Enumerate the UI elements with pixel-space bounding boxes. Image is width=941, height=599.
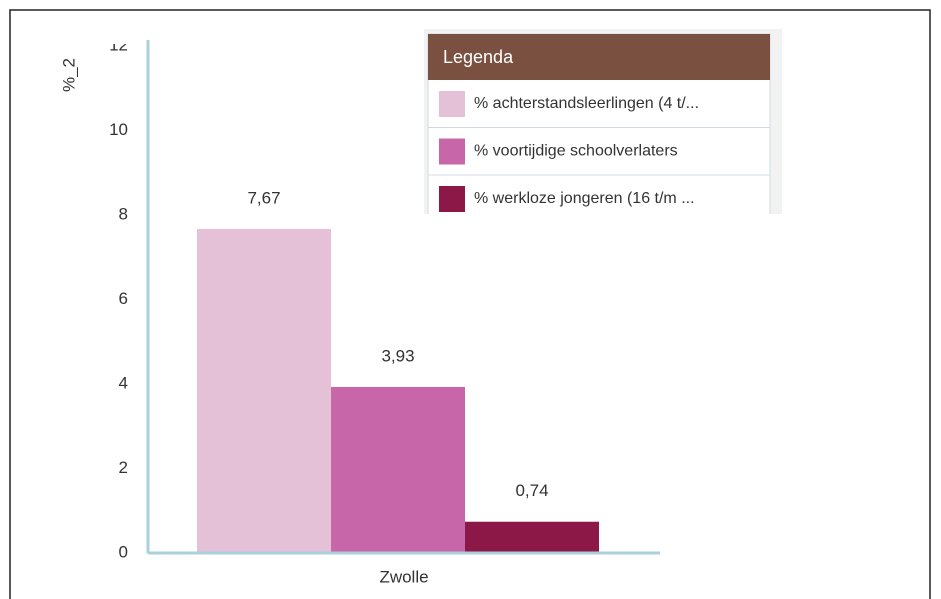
y-tick-label: 8	[119, 204, 128, 223]
y-tick-label: 6	[119, 289, 128, 308]
y-axis-label: %_2	[59, 58, 78, 92]
x-tick-label: Zwolle	[379, 567, 428, 586]
legend-swatch	[439, 186, 465, 212]
legend-label: % werkloze jongeren (16 t/m ...	[474, 190, 695, 207]
bar	[331, 386, 465, 553]
y-tick-label: 4	[119, 373, 128, 392]
legend-title: Legenda	[443, 47, 514, 67]
value-label: 3,93	[381, 346, 414, 365]
y-tick-label: 10	[109, 120, 128, 139]
y-tick-label: 0	[119, 542, 128, 561]
legend-label: % achterstandsleerlingen (4 t/...	[474, 95, 699, 112]
value-label: 7,67	[247, 188, 280, 207]
y-tick-label: 12	[109, 35, 128, 54]
legend-swatch	[439, 91, 465, 117]
legend-header	[428, 34, 770, 80]
legend-label: % voortijdige schoolverlaters	[474, 143, 678, 160]
bar	[465, 521, 599, 553]
frame	[9, 9, 931, 599]
bar	[197, 228, 331, 553]
legend-swatch	[439, 138, 465, 165]
y-tick-label: 2	[119, 458, 128, 477]
value-label: 0,74	[515, 481, 548, 500]
